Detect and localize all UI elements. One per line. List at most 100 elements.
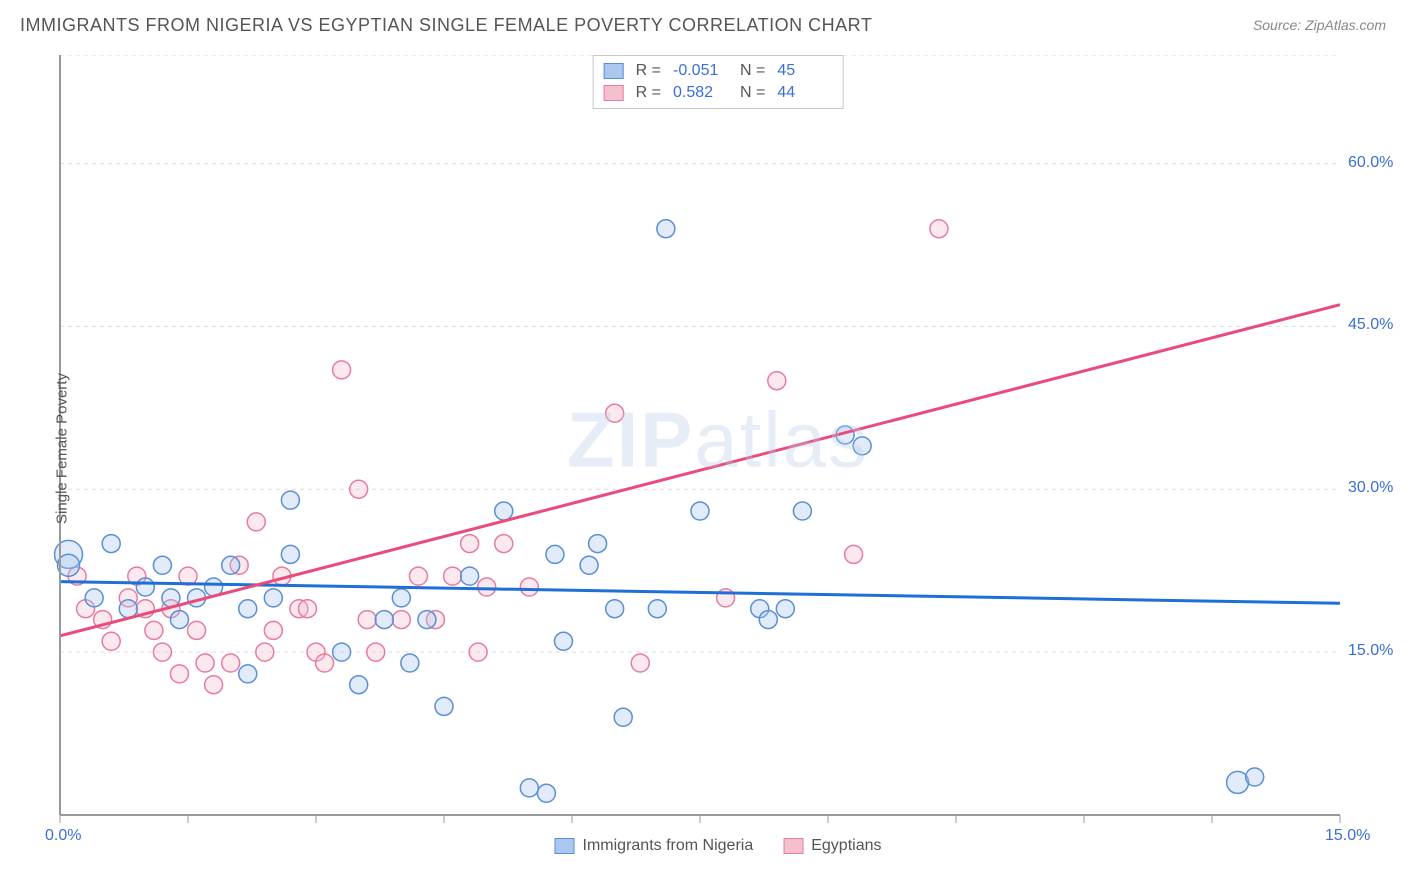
scatter-point: [520, 779, 538, 797]
scatter-point: [401, 654, 419, 672]
scatter-point: [691, 502, 709, 520]
scatter-point: [759, 611, 777, 629]
scatter-point: [153, 556, 171, 574]
series-legend-label: Immigrants from Nigeria: [583, 837, 754, 855]
scatter-point: [469, 643, 487, 661]
x-axis-tick-label: 0.0%: [45, 827, 81, 845]
stat-r-value: -0.051: [673, 60, 728, 82]
x-axis-tick-label: 15.0%: [1325, 827, 1370, 845]
source-value: ZipAtlas.com: [1305, 17, 1386, 33]
legend-swatch: [604, 85, 624, 101]
legend-swatch: [604, 63, 624, 79]
scatter-point: [537, 784, 555, 802]
scatter-point: [845, 545, 863, 563]
scatter-point: [435, 697, 453, 715]
scatter-point: [256, 643, 274, 661]
scatter-point: [239, 665, 257, 683]
scatter-point: [495, 535, 513, 553]
stat-n-value: 45: [777, 60, 832, 82]
stat-n-label: N =: [740, 82, 765, 104]
scatter-point: [239, 600, 257, 618]
stats-legend: R = -0.051 N = 45 R = 0.582 N = 44: [593, 55, 844, 109]
scatter-point: [119, 600, 137, 618]
series-legend-item: Immigrants from Nigeria: [555, 837, 754, 855]
scatter-point: [520, 578, 538, 596]
scatter-point: [495, 502, 513, 520]
scatter-point: [188, 621, 206, 639]
scatter-point: [196, 654, 214, 672]
scatter-point: [546, 545, 564, 563]
scatter-point: [461, 535, 479, 553]
scatter-point: [102, 535, 120, 553]
y-axis-tick-label: 15.0%: [1348, 642, 1393, 660]
y-axis-tick-label: 45.0%: [1348, 316, 1393, 334]
series-legend-item: Egyptians: [783, 837, 881, 855]
scatter-point: [631, 654, 649, 672]
stats-legend-row: R = 0.582 N = 44: [604, 82, 833, 104]
scatter-point: [768, 372, 786, 390]
scatter-point: [222, 654, 240, 672]
stats-legend-row: R = -0.051 N = 45: [604, 60, 833, 82]
scatter-point: [170, 611, 188, 629]
scatter-point: [85, 589, 103, 607]
scatter-point: [205, 676, 223, 694]
chart-title: IMMIGRANTS FROM NIGERIA VS EGYPTIAN SING…: [20, 15, 872, 36]
legend-swatch: [555, 838, 575, 854]
scatter-point: [444, 567, 462, 585]
stat-n-label: N =: [740, 60, 765, 82]
scatter-point: [222, 556, 240, 574]
source-attribution: Source: ZipAtlas.com: [1253, 17, 1386, 33]
scatter-point: [264, 589, 282, 607]
scatter-point: [554, 632, 572, 650]
regression-line: [60, 305, 1340, 636]
scatter-point: [136, 578, 154, 596]
scatter-chart: Single Female Poverty ZIPatlas R =-0.051…: [48, 55, 1388, 825]
y-axis-tick-label: 30.0%: [1348, 479, 1393, 497]
scatter-point: [392, 611, 410, 629]
scatter-point: [316, 654, 334, 672]
series-legend: Immigrants from Nigeria Egyptians: [555, 837, 882, 855]
scatter-point: [392, 589, 410, 607]
y-axis-label: Single Female Poverty: [54, 373, 71, 524]
scatter-point: [461, 567, 479, 585]
scatter-point: [170, 665, 188, 683]
scatter-point: [418, 611, 436, 629]
scatter-point: [281, 545, 299, 563]
scatter-point: [367, 643, 385, 661]
scatter-point: [409, 567, 427, 585]
stat-r-label: R =: [636, 82, 661, 104]
scatter-point: [589, 535, 607, 553]
scatter-point: [478, 578, 496, 596]
scatter-point: [145, 621, 163, 639]
stat-n-value: 44: [777, 82, 832, 104]
scatter-point: [247, 513, 265, 531]
scatter-point: [614, 708, 632, 726]
scatter-point: [648, 600, 666, 618]
scatter-point: [930, 220, 948, 238]
scatter-point: [580, 556, 598, 574]
chart-svg: [48, 55, 1388, 825]
scatter-point: [153, 643, 171, 661]
scatter-point: [281, 491, 299, 509]
scatter-point: [333, 361, 351, 379]
scatter-point: [853, 437, 871, 455]
scatter-point: [657, 220, 675, 238]
scatter-point: [375, 611, 393, 629]
scatter-point: [350, 676, 368, 694]
scatter-point: [776, 600, 794, 618]
source-label: Source:: [1253, 17, 1301, 33]
scatter-point: [298, 600, 316, 618]
stat-r-label: R =: [636, 60, 661, 82]
scatter-point: [606, 600, 624, 618]
stat-r-value: 0.582: [673, 82, 728, 104]
scatter-point: [333, 643, 351, 661]
scatter-point: [1246, 768, 1264, 786]
y-axis-tick-label: 60.0%: [1348, 154, 1393, 172]
scatter-point: [264, 621, 282, 639]
scatter-point: [350, 480, 368, 498]
scatter-point: [102, 632, 120, 650]
scatter-point: [606, 404, 624, 422]
legend-swatch: [783, 838, 803, 854]
scatter-point: [793, 502, 811, 520]
scatter-point: [358, 611, 376, 629]
